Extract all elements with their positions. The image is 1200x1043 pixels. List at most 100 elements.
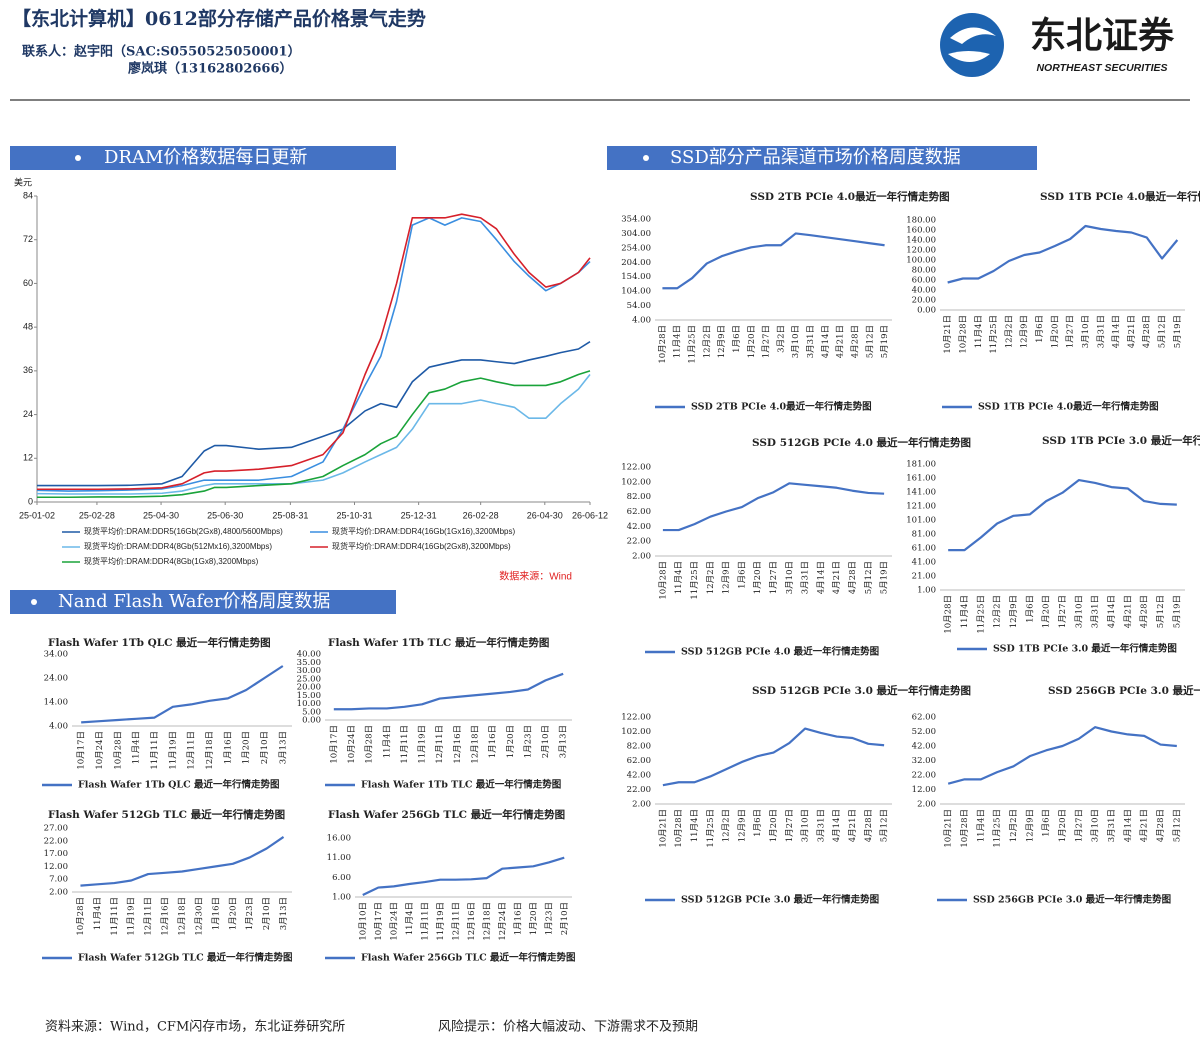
y-tick-label: 16.00 — [327, 834, 351, 844]
x-tick-label: 11月11日 — [400, 725, 410, 764]
y-tick-label: 20.00 — [912, 296, 936, 306]
x-tick-label: 5月12日 — [1156, 595, 1166, 628]
x-tick-label: 1月27日 — [769, 561, 779, 594]
heading-bar — [10, 590, 396, 614]
y-tick-label: 0.00 — [302, 716, 321, 726]
y-tick-label: 2.00 — [917, 800, 936, 810]
x-tick-label: 1月20日 — [769, 809, 779, 842]
y-tick-label: 60.00 — [912, 276, 936, 286]
y-tick-label: 81.00 — [912, 530, 936, 540]
y-tick-label: 62.00 — [627, 756, 651, 766]
x-tick-label: 26-04-30 — [527, 510, 563, 520]
x-tick-label: 1月16日 — [223, 731, 233, 764]
x-tick-label: 1月23日 — [245, 897, 255, 930]
x-tick-label: 11月4日 — [960, 595, 970, 628]
x-tick-label: 11月25日 — [690, 561, 700, 600]
x-tick-label: 3月31日 — [816, 809, 826, 842]
contact: 联系人：赵宇阳（SAC:S0550525050001） — [22, 44, 301, 60]
heading-text: Nand Flash Wafer价格周度数据 — [58, 591, 330, 612]
heading-text: SSD部分产品渠道市场价格周度数据 — [670, 147, 961, 168]
x-tick-label: 5月19日 — [1173, 315, 1183, 348]
x-tick-label: 12月2日 — [1009, 809, 1019, 842]
bullet — [75, 155, 81, 161]
bullet — [643, 155, 649, 161]
legend-label: 现货平均价:DRAM:DDR4(8Gb(512Mx16),3200Mbps) — [84, 541, 272, 551]
y-tick-label: 40.00 — [297, 650, 321, 660]
x-tick-label: 10月28日 — [113, 731, 123, 770]
x-tick-label: 25-01-02 — [19, 510, 55, 520]
series-line — [333, 672, 564, 711]
x-tick-label: 3月31日 — [806, 325, 816, 358]
y-tick-label: 32.00 — [912, 756, 936, 766]
x-tick-label: 12月9日 — [1009, 595, 1019, 628]
x-tick-label: 3月10日 — [801, 809, 811, 842]
x-tick-label: 11月4日 — [674, 561, 684, 594]
x-tick-label: 4月28日 — [1140, 595, 1150, 628]
y-tick-label: 62.00 — [912, 713, 936, 723]
x-tick-label: 25-08-31 — [272, 510, 308, 520]
x-tick-label: 11月19日 — [127, 897, 137, 936]
logo-stroke — [950, 27, 996, 44]
x-tick-label: 12月16日 — [467, 902, 477, 941]
report-title: 【东北计算机】0612部分存储产品价格景气走势 — [12, 7, 426, 30]
x-tick-label: 10月24日 — [95, 731, 105, 770]
y-tick-label: 36 — [23, 365, 33, 375]
x-tick-label: 10月24日 — [389, 902, 399, 941]
y-tick-label: 40.00 — [912, 286, 936, 296]
legend-label: Flash Wafer 512Gb TLC 最近一年行情走势图 — [78, 952, 293, 964]
y-tick-label: 17.00 — [44, 849, 68, 859]
y-tick-label: 121.00 — [906, 502, 936, 512]
y-tick-label: 12 — [23, 453, 33, 463]
y-tick-label: 154.00 — [621, 272, 651, 282]
x-tick-label: 12月11日 — [187, 731, 197, 770]
y-tick-label: 25.00 — [297, 674, 321, 684]
legend-label: SSD 512GB PCIe 3.0 最近一年行情走势图 — [681, 894, 879, 906]
x-tick-label: 1月20日 — [753, 561, 763, 594]
x-tick-label: 5月19日 — [880, 561, 890, 594]
y-tick-label: 254.00 — [621, 243, 651, 253]
chart-title: Flash Wafer 1Tb QLC 最近一年行情走势图 — [48, 636, 271, 649]
y-tick-label: 2.00 — [49, 888, 68, 898]
x-tick-label: 25-06-30 — [207, 510, 243, 520]
x-tick-label: 12月2日 — [1004, 315, 1014, 348]
logo-english: NORTHEAST SECURITIES — [1036, 62, 1167, 74]
x-tick-label: 3月31日 — [1096, 315, 1106, 348]
x-tick-label: 4月21日 — [832, 561, 842, 594]
y-tick-label: 0 — [28, 496, 33, 506]
x-tick-label: 25-12-31 — [401, 510, 437, 520]
x-tick-label: 4月14日 — [1123, 809, 1133, 842]
x-tick-label: 10月24日 — [347, 725, 357, 764]
x-tick-label: 1月27日 — [762, 325, 772, 358]
x-tick-label: 11月11日 — [420, 902, 430, 941]
x-tick-label: 12月24日 — [498, 902, 508, 941]
x-tick-label: 1月6日 — [732, 325, 742, 353]
heading-bar — [10, 146, 396, 170]
y-tick-label: 12.00 — [44, 862, 68, 872]
y-tick-label: 82.00 — [627, 742, 651, 752]
y-tick-label: 6.00 — [332, 873, 351, 883]
x-tick-label: 12月11日 — [451, 902, 461, 941]
y-tick-label: 5.00 — [302, 707, 321, 717]
legend-label: 现货平均价:DRAM:DDR5(16Gb(2Gx8),4800/5600Mbps… — [84, 526, 283, 536]
x-tick-label: 11月19日 — [436, 902, 446, 941]
legend-label: SSD 2TB PCIe 4.0最近一年行情走势图 — [691, 401, 872, 413]
y-tick-label: 42.00 — [627, 522, 651, 532]
x-tick-label: 12月11日 — [435, 725, 445, 764]
y-tick-label: 160.00 — [906, 226, 936, 236]
x-tick-label: 11月11日 — [150, 731, 160, 770]
x-tick-label: 4月14日 — [821, 325, 831, 358]
x-tick-label: 3月31日 — [1091, 595, 1101, 628]
legend-label: 现货平均价:DRAM:DDR4(8Gb(1Gx8),3200Mbps) — [84, 556, 259, 566]
y-tick-label: 22.00 — [627, 537, 651, 547]
x-tick-label: 10月28日 — [674, 809, 684, 848]
x-tick-label: 12月18日 — [205, 731, 215, 770]
x-tick-label: 10月10日 — [358, 902, 368, 941]
x-tick-label: 1月23日 — [523, 725, 533, 758]
chart-title: Flash Wafer 512Gb TLC 最近一年行情走势图 — [48, 808, 285, 821]
y-tick-label: 54.00 — [627, 301, 651, 311]
chart-title: Flash Wafer 256Gb TLC 最近一年行情走势图 — [328, 808, 565, 821]
x-tick-label: 1月27日 — [785, 809, 795, 842]
chart-title: SSD 512GB PCIe 4.0 最近一年行情走势图 — [752, 436, 971, 449]
logo-name: 东北证券 — [1030, 15, 1175, 56]
legend-label: SSD 1TB PCIe 4.0最近一年行情走势图 — [978, 401, 1159, 413]
